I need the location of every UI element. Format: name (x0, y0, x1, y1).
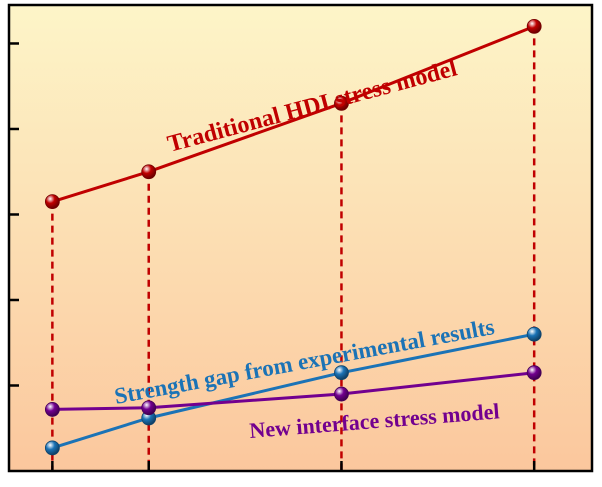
data-point (334, 95, 349, 111)
data-point (526, 326, 542, 342)
data-point (44, 402, 60, 417)
data-point (44, 440, 60, 456)
series-lines (51, 25, 535, 450)
data-point (141, 400, 157, 416)
y-axis-ticks (9, 42, 19, 387)
x-axis-ticks (51, 461, 536, 471)
series-line (51, 25, 535, 204)
series-line (52, 371, 535, 411)
plot-background (9, 5, 592, 471)
series-line (51, 332, 535, 450)
data-point (334, 365, 349, 381)
data-point (334, 386, 349, 402)
data-point (141, 164, 157, 180)
data-point (526, 365, 542, 381)
series-points (44, 18, 542, 456)
drop-lines (51, 26, 536, 471)
data-point (526, 18, 542, 34)
plot-frame (7, 3, 594, 473)
data-point (44, 194, 60, 210)
